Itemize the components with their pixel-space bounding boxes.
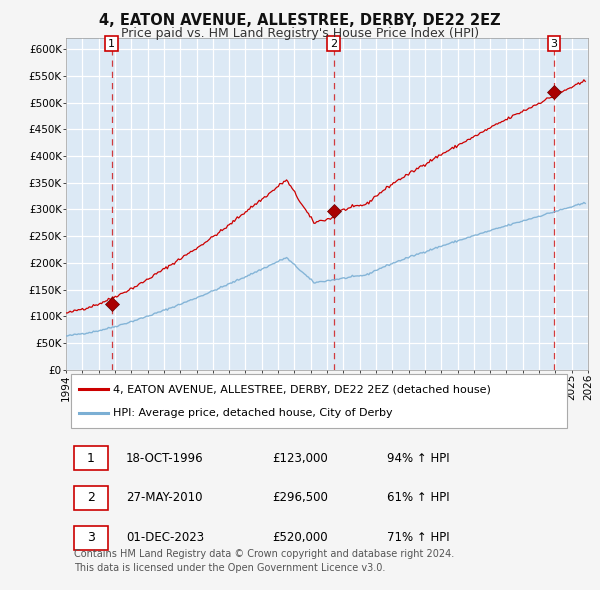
Text: £123,000: £123,000 (272, 452, 328, 465)
Text: 4, EATON AVENUE, ALLESTREE, DERBY, DE22 2EZ (detached house): 4, EATON AVENUE, ALLESTREE, DERBY, DE22 … (113, 384, 491, 394)
Text: 71% ↑ HPI: 71% ↑ HPI (387, 531, 449, 544)
Text: 3: 3 (87, 531, 95, 544)
Text: HPI: Average price, detached house, City of Derby: HPI: Average price, detached house, City… (113, 408, 392, 418)
Text: 94% ↑ HPI: 94% ↑ HPI (387, 452, 449, 465)
Text: £520,000: £520,000 (272, 531, 328, 544)
Text: 1: 1 (87, 452, 95, 465)
Text: 4, EATON AVENUE, ALLESTREE, DERBY, DE22 2EZ: 4, EATON AVENUE, ALLESTREE, DERBY, DE22 … (99, 13, 501, 28)
Text: 2: 2 (330, 39, 337, 49)
Text: 61% ↑ HPI: 61% ↑ HPI (387, 491, 449, 504)
Bar (74, 447, 108, 470)
Bar (74, 526, 108, 549)
Text: £296,500: £296,500 (272, 491, 328, 504)
Bar (71, 374, 567, 428)
Text: 27-MAY-2010: 27-MAY-2010 (126, 491, 203, 504)
Bar (74, 486, 108, 510)
Text: 1: 1 (108, 39, 115, 49)
Text: 18-OCT-1996: 18-OCT-1996 (126, 452, 203, 465)
Text: 3: 3 (551, 39, 557, 49)
Text: 01-DEC-2023: 01-DEC-2023 (126, 531, 204, 544)
Text: Contains HM Land Registry data © Crown copyright and database right 2024.
This d: Contains HM Land Registry data © Crown c… (74, 549, 454, 573)
Text: 2: 2 (87, 491, 95, 504)
Text: Price paid vs. HM Land Registry's House Price Index (HPI): Price paid vs. HM Land Registry's House … (121, 27, 479, 40)
